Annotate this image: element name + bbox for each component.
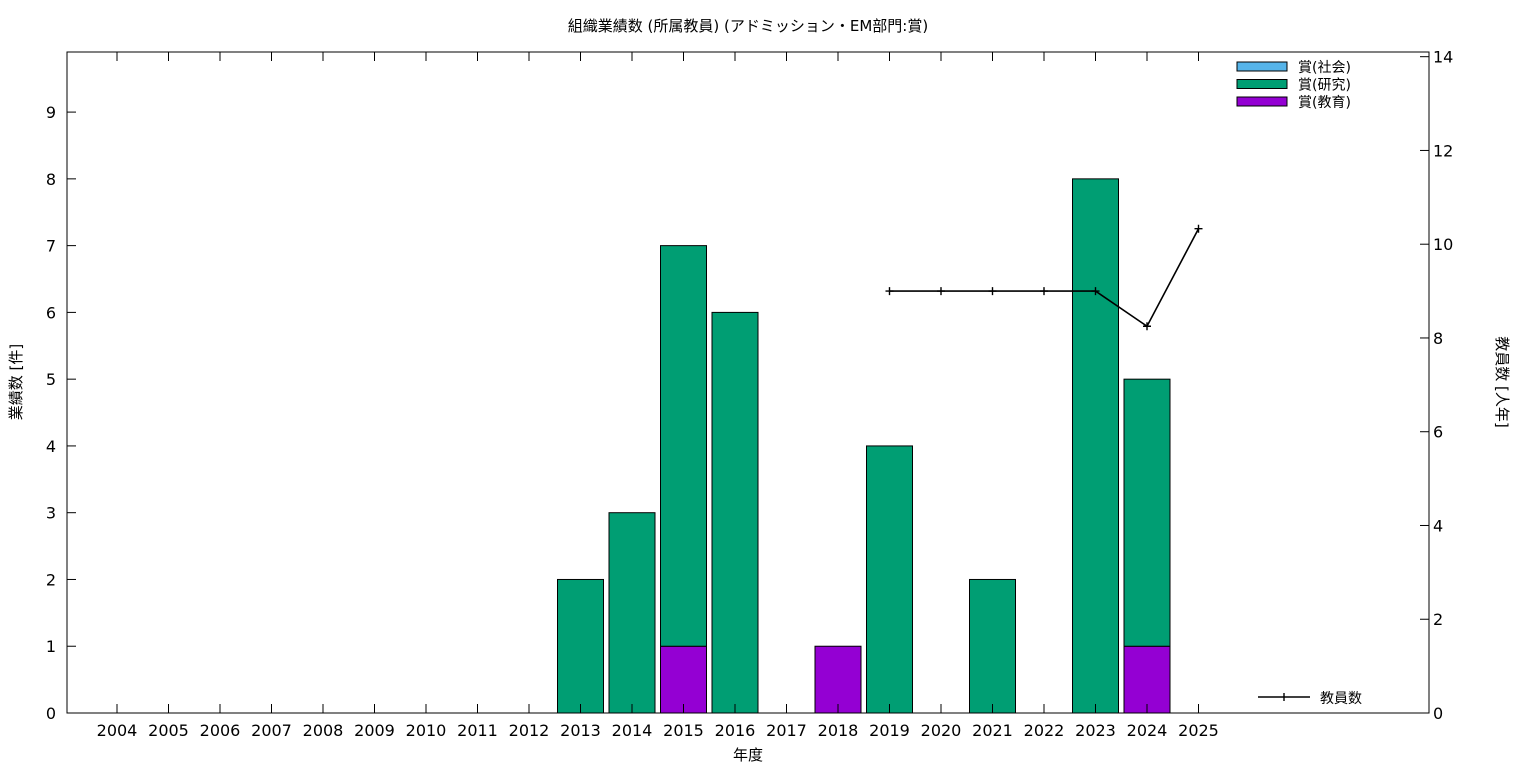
y-tick-label: 5 (46, 370, 56, 389)
y-axis-label: 業績数 [件] (7, 344, 25, 420)
legend-label: 賞(教育) (1298, 95, 1351, 111)
x-tick-label: 2004 (97, 721, 138, 740)
x-tick-label: 2012 (509, 721, 550, 740)
chart-title: 組織業績数 (所属教員) (アドミッション・EM部門:賞) (568, 17, 928, 35)
x-axis-label: 年度 (733, 746, 763, 764)
x-tick-label: 2010 (406, 721, 447, 740)
legend-label: 賞(研究) (1298, 78, 1351, 94)
legend-bottom: 教員数 (1258, 691, 1362, 707)
bar-2019-賞(研究) (866, 445, 913, 714)
y2-tick-label: 0 (1433, 704, 1443, 723)
y2-tick-label: 10 (1433, 235, 1453, 254)
bar-2023-賞(研究) (1072, 178, 1119, 714)
x-tick-label: 2008 (303, 721, 344, 740)
faculty-count-point (988, 287, 997, 296)
faculty-count-point (885, 287, 894, 296)
x-tick-label: 2021 (972, 721, 1013, 740)
bar-2024-賞(教育) (1123, 645, 1171, 714)
x-tick-label: 2006 (200, 721, 241, 740)
bar-2024-賞(研究) (1123, 378, 1171, 647)
y-tick-label: 8 (46, 170, 56, 189)
plot-frame (66, 51, 1430, 714)
y2-tick-label: 12 (1433, 141, 1453, 160)
y-tick-label: 3 (46, 504, 56, 523)
legend-line-label: 教員数 (1320, 691, 1362, 707)
x-axis: 2004 2005 2006 2007 2008 2009 2010 2011 2012 2013… (97, 52, 1219, 740)
y-tick-label: 6 (46, 303, 56, 322)
bar-2014-賞(研究) (608, 512, 656, 714)
bar-2021-賞(研究) (969, 578, 1016, 714)
x-tick-label: 2015 (663, 721, 704, 740)
legend-top: 賞(社会) 賞(研究)賞(教育) (1236, 60, 1351, 111)
x-tick-label: 2020 (921, 721, 962, 740)
faculty-count-point (937, 287, 945, 296)
x-tick-label: 2018 (818, 721, 859, 740)
faculty-count-point (1091, 287, 1100, 296)
legend-swatch (1236, 61, 1288, 72)
bar-2015-賞(教育) (660, 645, 707, 714)
x-tick-label: 2009 (354, 721, 395, 740)
faculty-count-point (1143, 322, 1151, 331)
legend-swatch (1236, 79, 1288, 89)
y-tick-label: 9 (46, 103, 56, 122)
x-tick-label: 2025 (1178, 721, 1219, 740)
x-tick-label: 2017 (766, 721, 807, 740)
faculty-count-point (1194, 224, 1203, 233)
y2-tick-label: 2 (1433, 610, 1443, 629)
bar-2018-賞(教育) (814, 645, 862, 714)
bar-2013-賞(研究) (557, 578, 604, 714)
x-tick-label: 2014 (612, 721, 653, 740)
y-tick-label: 4 (46, 437, 56, 456)
y-tick-label: 0 (46, 704, 56, 723)
y2-tick-label: 6 (1433, 423, 1443, 442)
x-tick-label: 2022 (1024, 721, 1065, 740)
bar-layer (557, 178, 1171, 714)
y2-tick-label: 8 (1433, 329, 1443, 348)
y2-tick-label: 4 (1433, 516, 1443, 535)
x-tick-label: 2007 (251, 721, 292, 740)
y2-axis-label: 教員数 [人年] (1493, 336, 1511, 427)
x-tick-label: 2005 (148, 721, 189, 740)
bar-2016-賞(研究) (711, 311, 759, 714)
faculty-count-line-layer (885, 224, 1203, 331)
y-tick-label: 1 (46, 637, 56, 656)
y-tick-label: 2 (46, 570, 56, 589)
y-tick-label: 7 (46, 237, 56, 256)
faculty-count-point (1040, 287, 1048, 296)
x-tick-label: 2013 (560, 721, 601, 740)
x-tick-label: 2011 (457, 721, 498, 740)
y2-tick-label: 14 (1433, 48, 1453, 67)
right-axis: 0 2 4 6 8 10 12 14 (1420, 48, 1453, 723)
x-tick-label: 2024 (1127, 721, 1168, 740)
left-axis: 0 1 2 3 4 5 6 7 8 9 (46, 103, 76, 723)
x-tick-label: 2016 (715, 721, 756, 740)
faculty-count-line (889, 228, 1200, 328)
legend-swatch (1236, 96, 1288, 107)
legend-label: 賞(社会) (1298, 60, 1351, 76)
x-tick-label: 2023 (1075, 721, 1116, 740)
x-tick-label: 2019 (869, 721, 910, 740)
bar-2015-賞(研究) (660, 245, 707, 647)
